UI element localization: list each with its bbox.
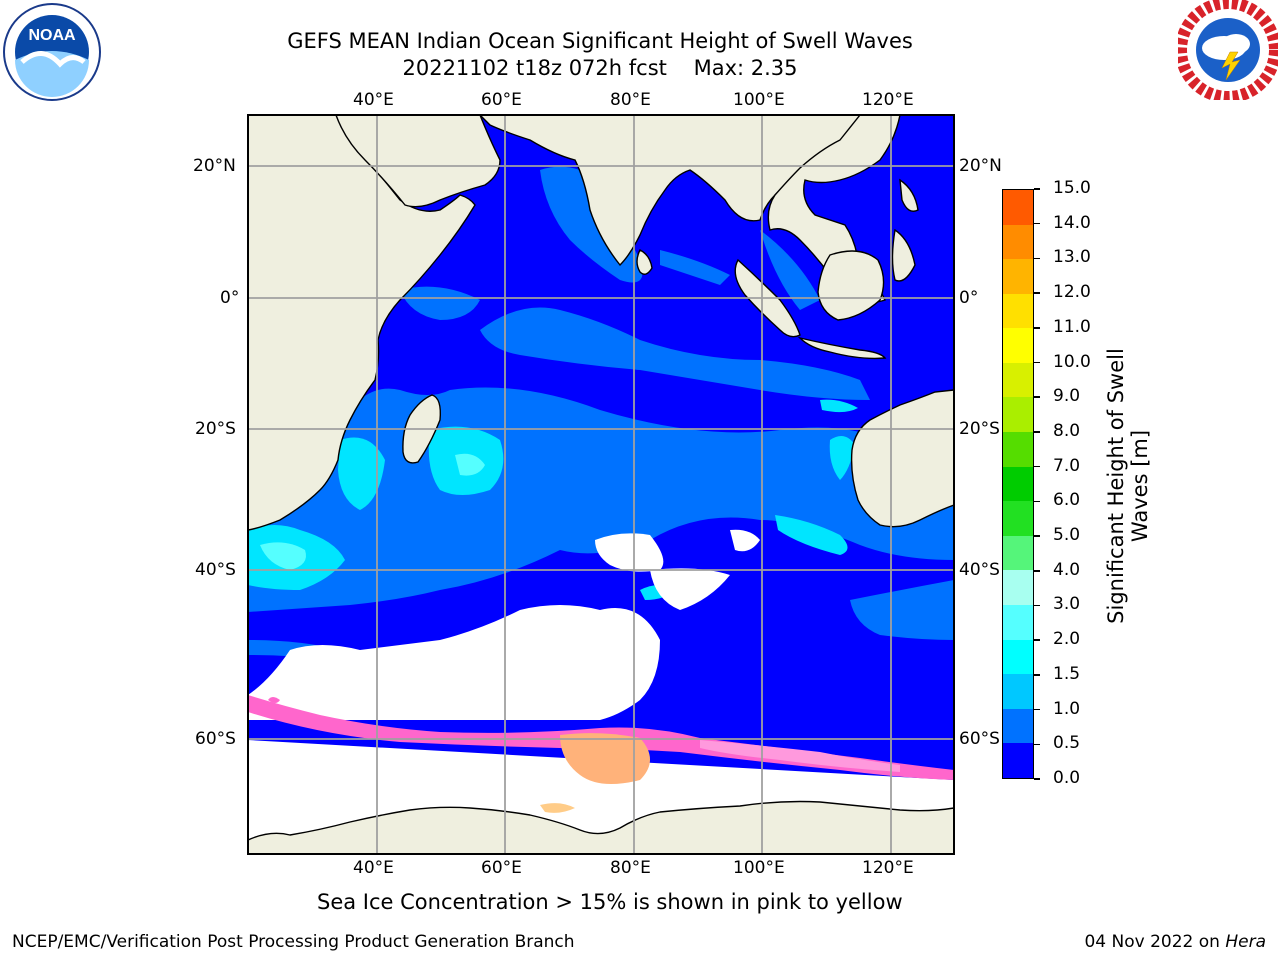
colorbar-tick-label: 1.0	[1053, 698, 1081, 719]
lon-label-top: 60°E	[481, 90, 522, 110]
lon-label-bottom: 40°E	[353, 858, 394, 878]
colorbar-tick-label: 14.0	[1053, 212, 1091, 233]
colorbar-tick-mark	[1034, 743, 1040, 746]
lat-label-right: 60°S	[959, 729, 1000, 749]
footer-date: 04 Nov 2022 on Hera	[1084, 932, 1266, 952]
chart-title: GEFS MEAN Indian Ocean Significant Heigh…	[287, 29, 913, 53]
swell-region-cyan	[248, 399, 858, 600]
colorbar-title-line2: Waves [m]	[1128, 429, 1152, 543]
lon-label-bottom: 120°E	[862, 858, 914, 878]
land-masses	[248, 115, 954, 854]
lon-label-bottom: 80°E	[610, 858, 651, 878]
colorbar-tick-mark	[1034, 361, 1040, 364]
colorbar-swatch	[1003, 224, 1033, 260]
lon-label-bottom: 60°E	[481, 858, 522, 878]
lat-label-right: 40°S	[959, 560, 1000, 580]
lat-label-left: 0°	[220, 288, 240, 308]
colorbar-tick-mark	[1034, 778, 1040, 780]
colorbar-tick-label: 3.0	[1053, 594, 1081, 615]
lon-label-top: 80°E	[610, 90, 651, 110]
colorbar-tick-mark	[1034, 465, 1040, 468]
colorbar-tick-label: 5.0	[1053, 525, 1081, 546]
noaa-logo-icon: NOAA	[2, 2, 102, 102]
colorbar-tick-label: 13.0	[1053, 247, 1091, 268]
svg-text:NOAA: NOAA	[28, 27, 76, 44]
colorbar-tick-label: 7.0	[1053, 455, 1081, 476]
map-frame	[247, 114, 955, 855]
colorbar-swatch	[1003, 639, 1033, 675]
colorbar-swatch	[1003, 432, 1033, 467]
swell-region-light	[260, 453, 485, 570]
colorbar-tick-mark	[1034, 674, 1040, 676]
colorbar-swatch	[1003, 466, 1033, 502]
colorbar-tick-label: 2.0	[1053, 629, 1081, 650]
lat-label-left: 20°S	[195, 419, 236, 439]
colorbar	[1002, 189, 1034, 779]
sea-ice-caption: Sea Ice Concentration > 15% is shown in …	[317, 890, 903, 914]
lat-label-left: 60°S	[195, 729, 236, 749]
colorbar-tick-mark	[1034, 708, 1040, 711]
colorbar-tick-mark	[1034, 639, 1040, 641]
lat-label-right: 20°S	[959, 419, 1000, 439]
graticule	[248, 115, 954, 854]
colorbar-title: Significant Height of Swell Waves [m]	[1104, 336, 1152, 636]
colorbar-swatch	[1003, 605, 1033, 640]
lon-label-top: 100°E	[733, 90, 785, 110]
lat-label-right: 20°N	[959, 156, 1002, 176]
colorbar-swatch	[1003, 570, 1033, 606]
lon-label-top: 120°E	[862, 90, 914, 110]
footer-credit: NCEP/EMC/Verification Post Processing Pr…	[12, 932, 575, 952]
colorbar-tick-label: 8.0	[1053, 420, 1081, 441]
colorbar-swatch	[1003, 501, 1033, 536]
colorbar-swatch	[1003, 259, 1033, 294]
colorbar-tick-mark	[1034, 188, 1040, 190]
colorbar-swatch	[1003, 362, 1033, 398]
footer-host: Hera	[1225, 932, 1266, 952]
lat-label-left: 20°N	[193, 156, 236, 176]
colorbar-tick-mark	[1034, 327, 1040, 329]
lat-label-left: 40°S	[195, 560, 236, 580]
chart-subtitle: 20221102 t18z 072h fcst Max: 2.35	[402, 56, 798, 80]
colorbar-swatch	[1003, 535, 1033, 571]
sea-ice-zone	[248, 605, 660, 720]
colorbar-tick-label: 4.0	[1053, 559, 1081, 580]
colorbar-tick-label: 10.0	[1053, 351, 1091, 372]
colorbar-swatch	[1003, 708, 1033, 744]
colorbar-tick-label: 1.5	[1053, 663, 1081, 684]
colorbar-swatch	[1003, 328, 1033, 363]
colorbar-tick-label: 9.0	[1053, 386, 1081, 407]
colorbar-tick-mark	[1034, 292, 1040, 294]
lon-label-top: 40°E	[353, 90, 394, 110]
lat-label-right: 0°	[959, 288, 979, 308]
colorbar-tick-mark	[1034, 257, 1040, 260]
lon-label-bottom: 100°E	[733, 858, 785, 878]
colorbar-tick-mark	[1034, 535, 1040, 537]
colorbar-swatch	[1003, 397, 1033, 433]
colorbar-tick-label: 15.0	[1053, 178, 1091, 198]
colorbar-tick-mark	[1034, 431, 1040, 433]
colorbar-swatch	[1003, 293, 1033, 329]
colorbar-tick-mark	[1034, 500, 1040, 503]
nws-logo-icon	[1175, 0, 1280, 103]
colorbar-swatch	[1003, 674, 1033, 709]
colorbar-tick-label: 0.5	[1053, 733, 1081, 754]
colorbar-tick-label: 11.0	[1053, 316, 1091, 337]
sea-ice-band	[248, 695, 954, 813]
colorbar-tick-mark	[1034, 222, 1040, 225]
colorbar-swatch	[1003, 189, 1033, 225]
footer-date-text: 04 Nov 2022 on	[1084, 932, 1226, 952]
colorbar-tick-mark	[1034, 604, 1040, 607]
colorbar-title-line1: Significant Height of Swell	[1104, 348, 1128, 624]
colorbar-swatch	[1003, 743, 1033, 778]
colorbar-tick-label: 12.0	[1053, 282, 1091, 303]
colorbar-tick-label: 6.0	[1053, 490, 1081, 511]
colorbar-tick-mark	[1034, 396, 1040, 398]
colorbar-tick-label: 0.0	[1053, 768, 1081, 788]
colorbar-tick-mark	[1034, 570, 1040, 572]
